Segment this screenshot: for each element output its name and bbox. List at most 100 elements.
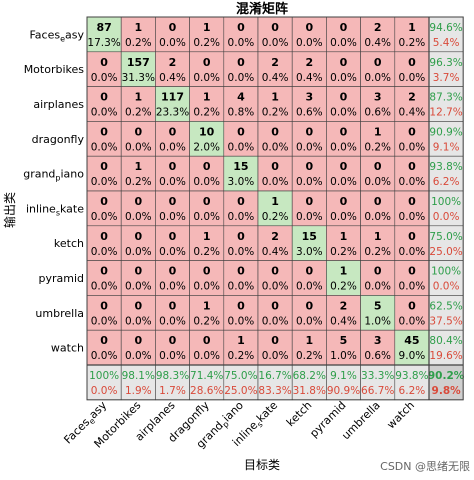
row-label: ketch <box>54 237 84 250</box>
cell-percent: 0.0% <box>193 176 220 188</box>
summary-correct: 100% <box>431 266 461 278</box>
matrix-cell: 1 0.2% <box>257 190 293 227</box>
cell-percent: 0.0% <box>193 72 220 84</box>
cell-count: 5 <box>374 299 382 312</box>
cell-percent: 0.2% <box>399 37 426 49</box>
cell-background <box>291 155 327 192</box>
matrix-cell: 2 0.4% <box>394 86 430 122</box>
cell-background <box>326 225 361 261</box>
cell-percent: 0.0% <box>262 141 289 153</box>
matrix-cell: 1 0.2% <box>394 16 430 53</box>
cell-count: 2 <box>271 56 279 69</box>
cell-percent: 23.3% <box>156 107 189 119</box>
cell-count: 1 <box>374 125 382 138</box>
cell-count: 1 <box>408 21 416 34</box>
col-summary-cell: 16.7% 83.3% <box>257 364 293 401</box>
summary-error: 31.8% <box>293 385 326 397</box>
cell-count: 0 <box>408 230 416 243</box>
cell-background <box>189 225 225 261</box>
row-summary-cell: 100% 0.0% <box>428 190 464 227</box>
cell-percent: 0.4% <box>399 107 426 119</box>
matrix-cell: 0 0.0% <box>86 86 122 122</box>
cell-background <box>394 51 430 87</box>
matrix-cell: 2 0.4% <box>291 51 327 87</box>
matrix-cell: 0 0.0% <box>223 295 259 331</box>
summary-correct: 68.2% <box>293 370 326 382</box>
cell-count: 0 <box>203 334 211 347</box>
cell-background <box>291 295 327 331</box>
cell-count: 0 <box>100 230 108 243</box>
cell-background <box>326 295 361 331</box>
matrix-cell: 0 0.0% <box>155 260 190 296</box>
matrix-cell: 0 0.0% <box>360 260 396 296</box>
cell-percent: 0.2% <box>193 315 220 327</box>
cell-percent: 0.4% <box>262 246 289 258</box>
row-label: pyramid <box>38 272 84 285</box>
cell-percent: 0.0% <box>296 281 323 293</box>
row-summary-cell: 90.9% 9.1% <box>428 121 464 157</box>
cell-background <box>360 295 396 331</box>
cell-percent: 0.4% <box>262 72 289 84</box>
cell-percent: 0.4% <box>296 72 323 84</box>
cell-background <box>394 295 430 331</box>
cell-percent: 0.0% <box>159 281 186 293</box>
cell-percent: 0.0% <box>399 211 426 223</box>
cell-count: 1 <box>203 299 211 312</box>
matrix-cell: 1 0.2% <box>257 86 293 122</box>
row-summary-cell: 75.0% 25.0% <box>428 225 464 261</box>
cell-background <box>360 155 396 192</box>
cell-background <box>428 190 464 227</box>
cell-count: 1 <box>203 230 211 243</box>
matrix-cell: 1 0.2% <box>189 16 225 53</box>
cell-percent: 0.0% <box>262 350 289 362</box>
matrix-cell: 0 0.0% <box>155 225 190 261</box>
cell-count: 0 <box>134 125 142 138</box>
matrix-cell: 45 9.0% <box>394 329 430 366</box>
cell-background <box>257 329 293 366</box>
matrix-cell: 0 0.0% <box>394 190 430 227</box>
column-label: watch <box>384 399 417 432</box>
cell-background <box>86 51 122 87</box>
row-label: Faceseasy <box>29 28 84 43</box>
cell-count: 0 <box>237 299 245 312</box>
cell-percent: 0.0% <box>125 246 152 258</box>
summary-correct: 100% <box>431 196 461 208</box>
cell-count: 3 <box>374 91 382 104</box>
cell-percent: 0.0% <box>399 141 426 153</box>
y-axis-title: 输出类 <box>2 192 17 228</box>
matrix-cell: 0 0.0% <box>291 121 327 157</box>
matrix-cell: 0 0.0% <box>86 295 122 331</box>
matrix-cell: 0 0.0% <box>360 155 396 192</box>
matrix-cell: 0 0.0% <box>394 121 430 157</box>
cell-background <box>86 225 122 261</box>
cell-count: 0 <box>271 125 279 138</box>
cell-background <box>257 225 293 261</box>
cell-count: 0 <box>237 195 245 208</box>
matrix-cell: 1 0.2% <box>189 225 225 261</box>
matrix-cell: 10 2.0% <box>189 121 225 157</box>
cell-background <box>257 121 293 157</box>
matrix-cell: 0 0.0% <box>120 121 156 157</box>
cell-percent: 0.0% <box>330 211 357 223</box>
cell-count: 0 <box>340 56 348 69</box>
cell-background <box>189 121 225 157</box>
cell-count: 0 <box>237 125 245 138</box>
cell-percent: 0.0% <box>91 281 118 293</box>
cell-background <box>326 16 361 53</box>
cell-background <box>189 190 225 227</box>
matrix-cell: 0 0.0% <box>189 190 225 227</box>
cell-background <box>257 190 293 227</box>
cell-percent: 0.0% <box>262 315 289 327</box>
cell-percent: 0.0% <box>193 281 220 293</box>
cell-count: 1 <box>271 195 279 208</box>
row-label: dragonfly <box>32 133 85 146</box>
cell-background <box>291 121 327 157</box>
cell-percent: 0.0% <box>159 211 186 223</box>
col-summary-cell: 71.4% 28.6% <box>189 364 225 401</box>
cell-background <box>86 86 122 122</box>
cell-count: 1 <box>340 230 348 243</box>
cell-percent: 0.0% <box>399 315 426 327</box>
matrix-cell: 5 1.0% <box>326 329 361 366</box>
cell-count: 0 <box>305 195 313 208</box>
